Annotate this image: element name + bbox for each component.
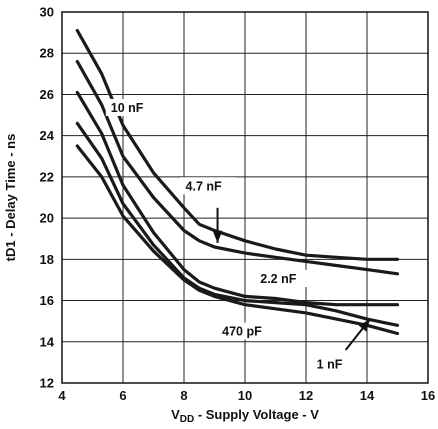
series-label-0: 10 nF	[111, 101, 144, 115]
series-label-4: 470 pF	[222, 325, 262, 339]
series-label-background	[217, 322, 273, 340]
x-tick-label: 6	[119, 388, 126, 403]
y-tick-label: 30	[40, 5, 54, 20]
y-tick-label: 20	[40, 211, 54, 226]
y-tick-label: 24	[40, 128, 55, 143]
series-labels: 10 nF 4.7 nF 2.2 nF 1 nF 470 pF	[105, 98, 353, 373]
x-tick-label: 14	[360, 388, 375, 403]
series-label-background	[105, 98, 154, 116]
series-label-background	[255, 270, 311, 288]
x-tick-labels: 4 6 8 10 12 14 16	[58, 388, 435, 403]
y-tick-labels: 12 14 16 18 20 22 24 26 28 30	[40, 5, 55, 391]
y-axis-title: tD1 - Delay Time - ns	[3, 134, 18, 262]
x-tick-label: 8	[180, 388, 187, 403]
y-tick-label: 18	[40, 252, 54, 267]
x-tick-label: 10	[238, 388, 252, 403]
y-tick-label: 16	[40, 293, 54, 308]
series-line-0	[75, 28, 400, 261]
x-tick-label: 16	[421, 388, 435, 403]
y-tick-label: 14	[40, 334, 55, 349]
arrow-4-7nF	[212, 207, 223, 243]
y-tick-label: 22	[40, 169, 54, 184]
arrow-head	[358, 319, 371, 332]
arrow-1nF	[344, 318, 371, 351]
callout-arrows	[212, 207, 371, 351]
x-tick-label: 12	[299, 388, 313, 403]
series-line-2	[75, 90, 400, 307]
series-label-2: 2.2 nF	[260, 272, 296, 286]
arrow-head	[212, 230, 223, 243]
y-tick-label: 12	[40, 376, 54, 391]
x-axis-title: VDD - Supply Voltage - V	[171, 407, 319, 425]
series-label-background	[180, 177, 237, 195]
series-label-1: 4.7 nF	[186, 179, 222, 193]
series-lines	[75, 28, 400, 336]
x-axis-title-rest: - Supply Voltage - V	[194, 407, 319, 422]
x-axis-title-subscript: DD	[180, 414, 194, 425]
series-line-3	[75, 121, 400, 327]
x-tick-label: 4	[58, 388, 66, 403]
y-tick-label: 28	[40, 46, 54, 61]
y-tick-label: 26	[40, 87, 54, 102]
series-line-4	[75, 144, 400, 336]
x-axis-title-main: V	[171, 407, 180, 422]
series-label-background	[311, 355, 353, 373]
plot-frame	[61, 11, 429, 384]
series-line-1	[75, 59, 400, 276]
series-label-3: 1 nF	[317, 358, 343, 372]
